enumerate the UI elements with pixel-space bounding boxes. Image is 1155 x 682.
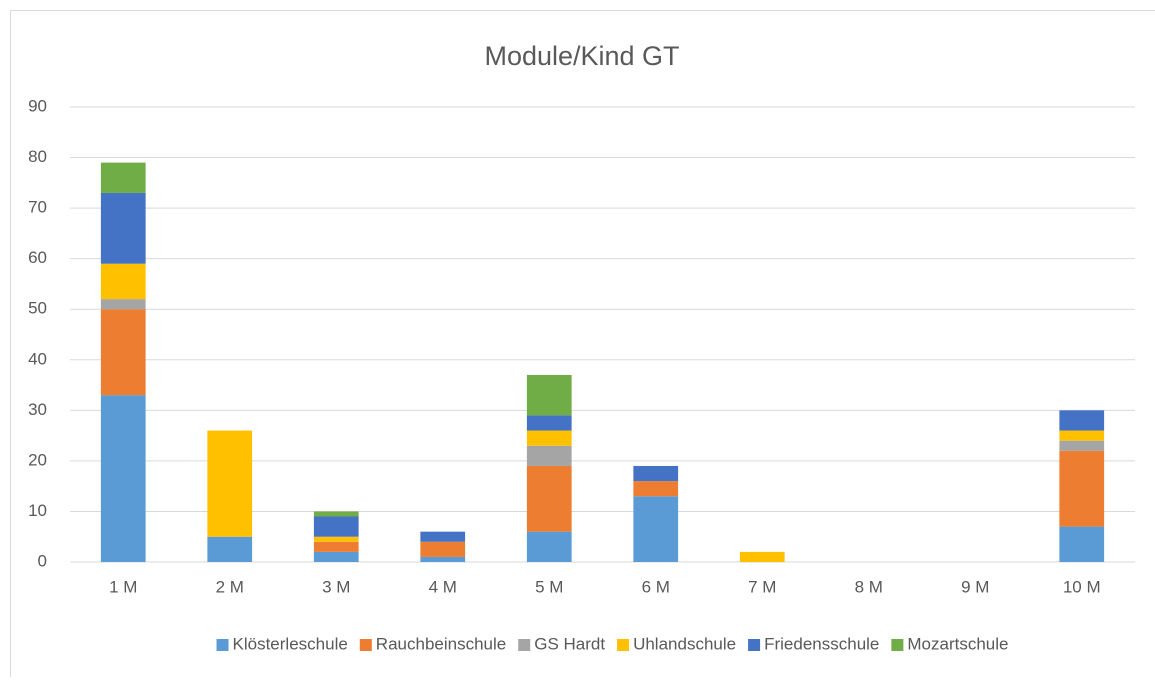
bar-segment [633,481,678,496]
bar-segment [207,537,252,562]
y-tick-label: 80 [28,147,47,166]
bar-segment [527,446,572,466]
legend-label: Rauchbeinschule [376,634,506,653]
x-tick-label: 9 M [961,577,989,596]
bar-segment [420,542,465,557]
bar-segment [420,557,465,562]
y-tick-label: 0 [38,551,47,570]
x-tick-label: 5 M [535,577,563,596]
bar-segment [101,163,146,193]
x-tick-label: 6 M [642,577,670,596]
legend-label: GS Hardt [534,634,605,653]
bar-segment [314,517,359,537]
legend-swatch [360,639,372,651]
bar-segment [527,431,572,446]
bar-segment [314,552,359,562]
bar-segment [420,532,465,542]
legend-swatch [217,639,229,651]
bar-segment [527,466,572,532]
y-tick-label: 40 [28,349,47,368]
y-tick-label: 20 [28,450,47,469]
x-tick-label: 1 M [109,577,137,596]
x-tick-label: 7 M [748,577,776,596]
bar-segment [633,496,678,562]
y-tick-label: 30 [28,400,47,419]
bar-segment [1059,431,1104,441]
bar-segment [207,431,252,537]
legend-swatch [748,639,760,651]
y-tick-label: 70 [28,198,47,217]
bar-segment [314,511,359,516]
bar-segment [1059,527,1104,562]
x-tick-label: 8 M [855,577,883,596]
chart-title: Module/Kind GT [484,41,679,71]
bar-segment [1059,441,1104,451]
y-tick-label: 50 [28,299,47,318]
bar-segment [314,542,359,552]
bar-segment [527,375,572,415]
y-tick-label: 90 [28,96,47,115]
y-tick-label: 10 [28,501,47,520]
legend-swatch [891,639,903,651]
bar-segment [1059,451,1104,527]
legend-label: Klösterleschule [233,634,348,653]
bar-segment [101,395,146,562]
bar-segment [633,466,678,481]
x-tick-label: 3 M [322,577,350,596]
bar-segment [740,552,785,562]
legend-swatch [518,639,530,651]
legend-swatch [617,639,629,651]
legend-label: Friedensschule [764,634,879,653]
bar-segment [101,193,146,264]
bar-segment [527,415,572,430]
bar-segment [101,264,146,299]
x-tick-label: 10 M [1063,577,1101,596]
legend-label: Uhlandschule [633,634,736,653]
bar-segment [1059,410,1104,430]
x-tick-label: 2 M [216,577,244,596]
bar-segment [527,532,572,562]
y-tick-label: 60 [28,248,47,267]
bar-segment [101,309,146,395]
legend-label: Mozartschule [907,634,1008,653]
bar-segment [314,537,359,542]
x-tick-label: 4 M [429,577,457,596]
bar-segment [101,299,146,309]
